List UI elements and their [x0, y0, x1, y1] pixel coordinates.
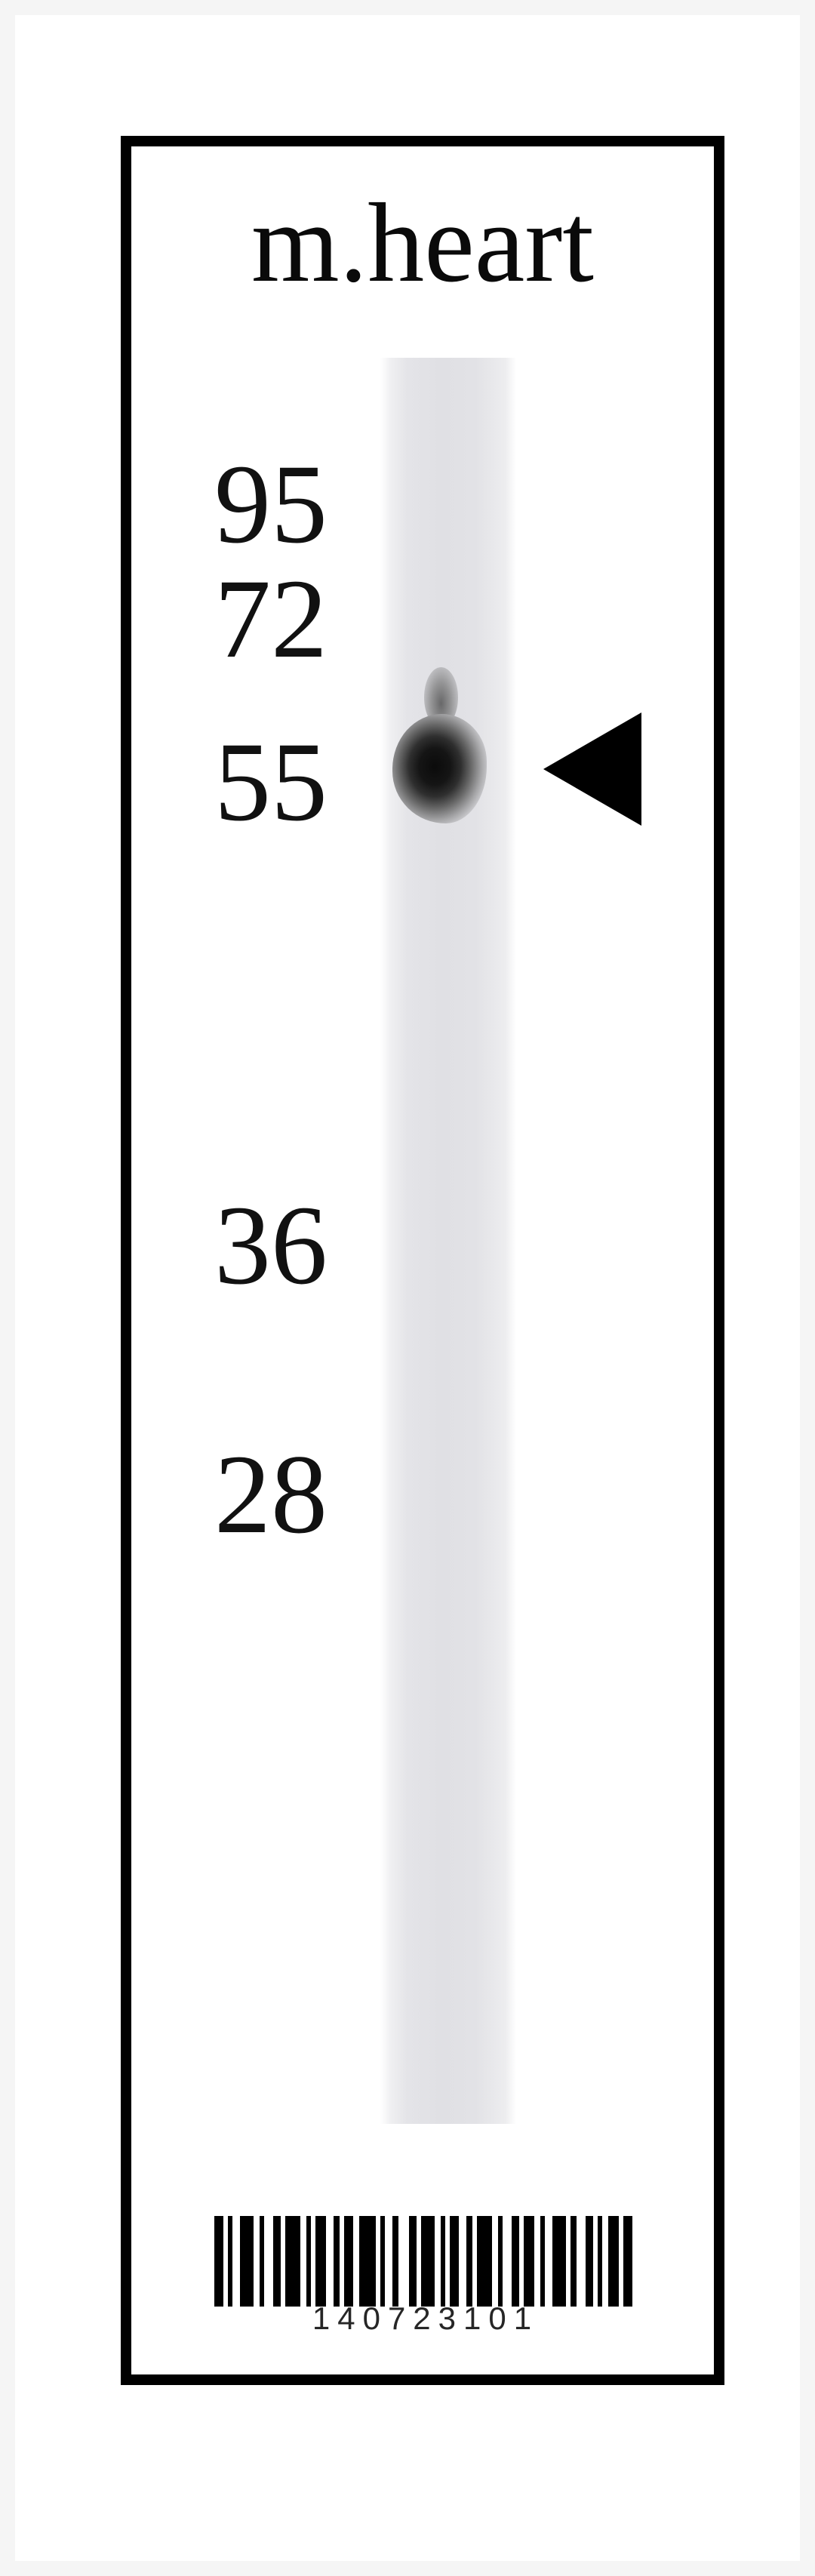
- barcode-bar: [273, 2216, 281, 2307]
- barcode-bar: [503, 2216, 512, 2307]
- barcode-bar: [608, 2216, 619, 2307]
- barcode-bar: [492, 2216, 498, 2307]
- barcode-bar: [552, 2216, 566, 2307]
- mw-marker-36: 36: [177, 1180, 328, 1310]
- sample-label: m.heart: [131, 178, 714, 308]
- barcode-number: 140723101: [214, 2301, 637, 2337]
- barcode-bar: [232, 2216, 240, 2307]
- blot-lane: [380, 358, 516, 2124]
- barcode-bar: [285, 2216, 300, 2307]
- barcode-bar: [353, 2216, 359, 2307]
- barcode-bar: [435, 2216, 441, 2307]
- barcode-bar: [398, 2216, 409, 2307]
- barcode-bar: [385, 2216, 392, 2307]
- blot-frame: m.heart 9572 55 36 28 140723101: [121, 136, 724, 2385]
- barcode-bar: [570, 2216, 577, 2307]
- mw-marker-28: 28: [177, 1430, 328, 1559]
- barcode-bar: [240, 2216, 254, 2307]
- barcode-bar: [623, 2216, 632, 2307]
- mw-marker-95: 95: [177, 439, 328, 569]
- barcode-bar: [254, 2216, 260, 2307]
- mw-marker-72: 72: [177, 554, 328, 684]
- barcode: [214, 2216, 637, 2307]
- barcode-bar: [477, 2216, 492, 2307]
- barcode-bar: [334, 2216, 340, 2307]
- barcode-bar: [545, 2216, 552, 2307]
- barcode-bar: [214, 2216, 223, 2307]
- barcode-bar: [524, 2216, 534, 2307]
- barcode-bar: [409, 2216, 417, 2307]
- barcode-bar: [534, 2216, 540, 2307]
- barcode-bar: [602, 2216, 608, 2307]
- barcode-bar: [459, 2216, 466, 2307]
- barcode-bar: [421, 2216, 435, 2307]
- barcode-bar: [586, 2216, 593, 2307]
- barcode-bar: [450, 2216, 459, 2307]
- barcode-bar: [577, 2216, 586, 2307]
- barcode-bar: [315, 2216, 326, 2307]
- barcode-bar: [392, 2216, 398, 2307]
- barcode-bar: [326, 2216, 334, 2307]
- band-arrow-icon: [543, 712, 641, 826]
- barcode-bar: [300, 2216, 306, 2307]
- barcode-bar: [344, 2216, 353, 2307]
- protein-band: [392, 714, 487, 823]
- barcode-bar: [264, 2216, 273, 2307]
- barcode-bar: [359, 2216, 376, 2307]
- page: m.heart 9572 55 36 28 140723101: [15, 15, 800, 2561]
- mw-marker-55: 55: [177, 717, 328, 847]
- barcode-bar: [466, 2216, 472, 2307]
- barcode-bar: [512, 2216, 519, 2307]
